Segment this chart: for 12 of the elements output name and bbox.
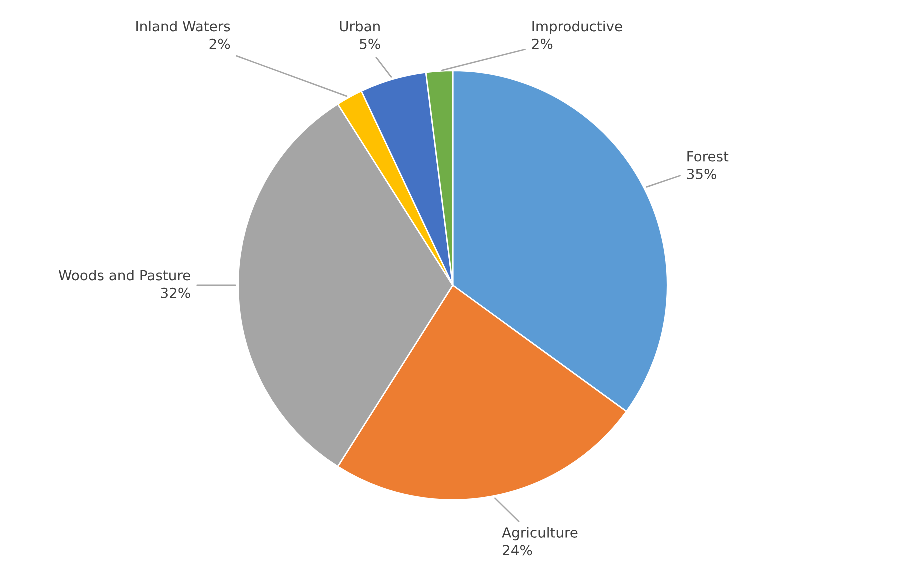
slice-label: Improductive xyxy=(532,20,622,34)
slice-label: Urban xyxy=(340,20,380,32)
data-label: 2% xyxy=(532,38,553,50)
data-label: 35% xyxy=(687,168,716,180)
slice-label: Woods and Pasture xyxy=(58,270,190,281)
data-label: 24% xyxy=(503,545,532,556)
data-label: 5% xyxy=(360,38,380,50)
slice-label: Forest xyxy=(688,151,729,162)
data-label: 2% xyxy=(210,38,230,50)
data-label: 32% xyxy=(161,288,190,298)
slice-label: Inland Waters xyxy=(136,20,230,32)
slice-label: Agriculture xyxy=(502,527,578,541)
